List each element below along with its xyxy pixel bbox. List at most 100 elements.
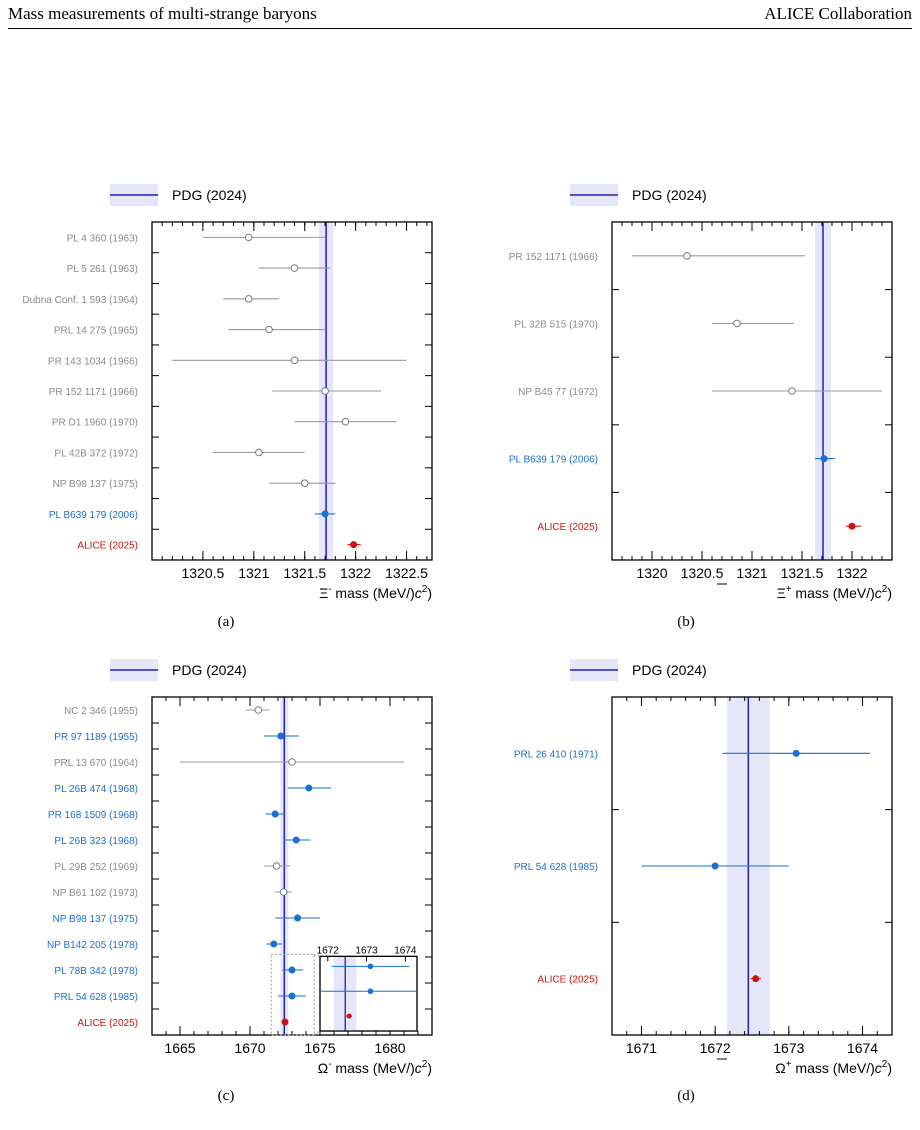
tick-label: 1321.5 [283, 565, 326, 581]
point-label: PR 152 1171 (1966) [49, 387, 138, 398]
data-point [300, 479, 309, 487]
x-axis-label: Ω+ mass (MeV/)c2) [775, 1059, 892, 1076]
tick-label: 1321 [736, 565, 767, 581]
data-point [281, 1018, 289, 1026]
panel-b: PDG (2024) 1320 1320.5 1321 1321.5 1322 Ξ+ mas… [509, 184, 893, 601]
caption-d: (d) [677, 1088, 695, 1104]
tick-label: 1320.5 [181, 565, 224, 581]
data-point [305, 784, 313, 792]
point-label: PL B639 179 (2006) [509, 455, 598, 466]
point-label: ALICE (2025) [537, 522, 598, 533]
caption-c: (c) [217, 1088, 235, 1104]
point-label: PL 26B 474 (1968) [54, 784, 138, 795]
tick-label: 1674 [847, 1040, 878, 1056]
panel-d: PDG (2024) 1671 1672 1673 1674 Ω+ mass (MeV/)… [514, 659, 893, 1076]
data-point [272, 862, 281, 870]
point-label: PRL 54 628 (1985) [514, 862, 598, 873]
point-label: PL 42B 372 (1972) [54, 448, 138, 459]
data-point [288, 758, 296, 766]
point-label: PRL 54 628 (1985) [54, 992, 138, 1003]
inset-frame-border [319, 955, 418, 1032]
legend-label: PDG (2024) [172, 662, 247, 678]
point-label: PR 168 1509 (1968) [48, 810, 138, 821]
data-point [848, 522, 856, 530]
data-point [341, 417, 350, 426]
x-axis-label: Ξ- mass (MeV/)c2) [319, 584, 432, 601]
data-point [820, 455, 828, 463]
running-title: Mass measurements of multi-strange baryo… [8, 4, 317, 23]
legend-label: PDG (2024) [632, 187, 707, 203]
running-author: ALICE Collaboration [764, 4, 912, 23]
point-label: PL B639 179 (2006) [49, 510, 138, 521]
point-label: PR 143 1034 (1966) [48, 356, 138, 367]
x-axis-label: Ξ+ mass (MeV/)c2) [777, 584, 892, 601]
point-label: PL 4 360 (1963) [67, 233, 138, 244]
point-label: PL 29B 252 (1969) [54, 862, 138, 873]
point-label: NP B98 137 (1975) [53, 914, 138, 925]
tick-label: 1321 [238, 565, 269, 581]
x-axis-label: Ω- mass (MeV/)c2) [318, 1059, 432, 1076]
page-header: Mass measurements of multi-strange baryo… [8, 0, 912, 29]
legend-label: PDG (2024) [172, 187, 247, 203]
point-label: PRL 26 410 (1971) [514, 749, 598, 760]
tick-label: 1321.5 [781, 565, 824, 581]
tick-label: 1670 [234, 1040, 265, 1056]
data-point [244, 295, 253, 303]
data-point [683, 252, 691, 260]
point-label: NP B98 137 (1975) [53, 479, 138, 490]
data-point [244, 233, 253, 242]
inset-data-point [346, 1013, 352, 1019]
point-label: PR 97 1189 (1955) [54, 732, 138, 743]
data-point [288, 992, 296, 1000]
data-point [711, 862, 719, 870]
data-point [733, 319, 741, 328]
zoom-box [270, 953, 315, 1036]
point-label: NP B61 102 (1973) [53, 888, 138, 899]
data-point [292, 836, 300, 844]
caption-b: (b) [677, 614, 695, 630]
plot-frame [151, 221, 433, 561]
tick-label: 1320.5 [681, 565, 724, 581]
inset-data-point [367, 963, 374, 970]
data-point [321, 510, 329, 518]
inset-tick-label: 1672 [317, 945, 340, 956]
inset-data-point [367, 988, 374, 995]
data-point [255, 448, 263, 457]
legend-label: PDG (2024) [632, 662, 707, 678]
caption-a: (a) [217, 614, 235, 630]
data-point [288, 966, 296, 974]
point-label: PRL 14 275 (1965) [54, 326, 138, 337]
inset-tick-label: 1673 [355, 945, 378, 956]
point-label: PR 152 1171 (1966) [509, 252, 598, 263]
zoom-connector [314, 953, 321, 957]
point-label: NP B142 205 (1978) [47, 940, 138, 951]
data-point [792, 749, 800, 757]
tick-label: 1322 [340, 565, 371, 581]
point-label: ALICE (2025) [77, 541, 138, 552]
zoom-connector [313, 1030, 321, 1036]
data-point [279, 888, 288, 896]
data-point [321, 387, 329, 395]
point-label: Dubna Conf. 1 593 (1964) [22, 295, 138, 306]
tick-label: 1322 [836, 565, 867, 581]
data-point [265, 325, 273, 334]
point-label: PR D1 1960 (1970) [52, 418, 138, 429]
data-point [752, 975, 760, 983]
point-label: PL 5 261 (1963) [67, 264, 138, 275]
point-label: PRL 13 670 (1964) [54, 758, 138, 769]
plot-frame [611, 696, 893, 1036]
tick-label: 1673 [773, 1040, 804, 1056]
point-label: ALICE (2025) [537, 975, 598, 986]
inset-tick-label: 1674 [394, 945, 417, 956]
tick-label: 1665 [164, 1040, 195, 1056]
point-label: PL 26B 323 (1968) [54, 836, 138, 847]
data-point [788, 387, 796, 395]
data-point [270, 940, 278, 948]
tick-label: 1320 [636, 565, 667, 581]
data-point [254, 706, 263, 714]
tick-label: 1322.5 [385, 565, 428, 581]
tick-label: 1680 [374, 1040, 405, 1056]
point-label: PL 32B 515 (1970) [514, 319, 598, 330]
panel-c: PDG (2024) 1665 1670 1675 1680 Ω- mass (MeV/)… [47, 659, 433, 1076]
point-label: NC 2 346 (1955) [64, 706, 138, 717]
